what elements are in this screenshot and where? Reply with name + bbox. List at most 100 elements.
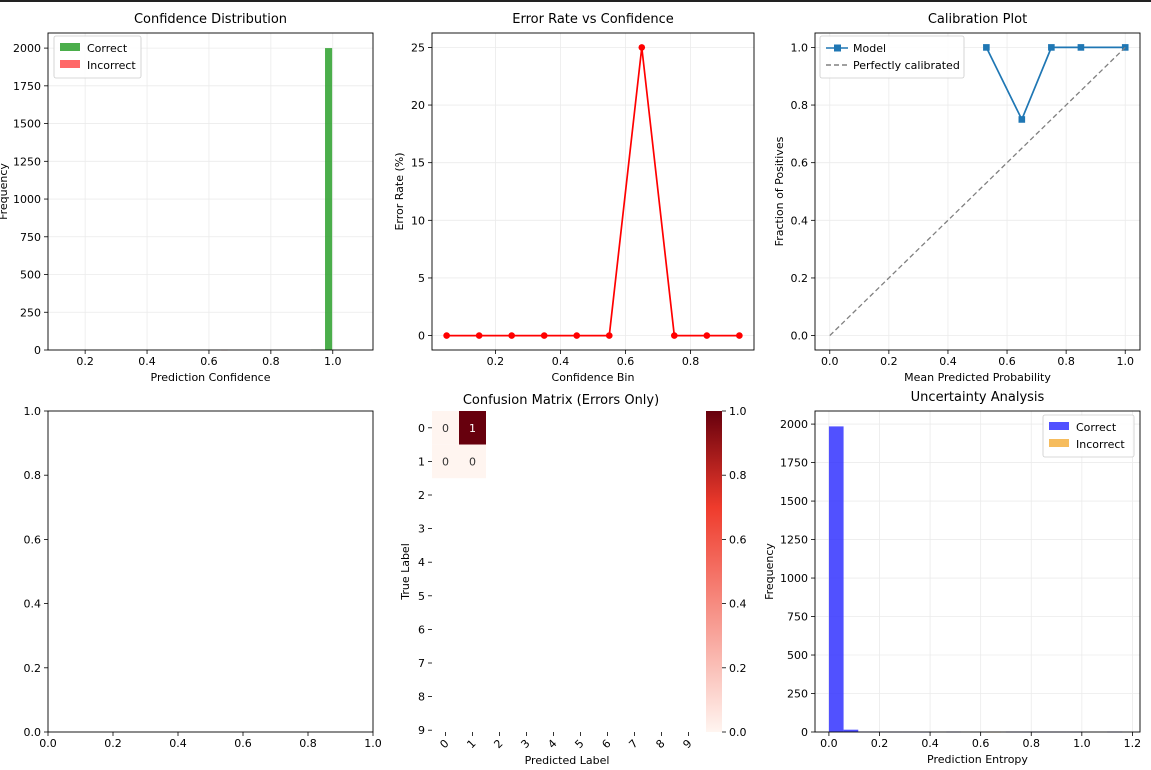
y-tick-label: 1.0 bbox=[791, 41, 809, 54]
top-border bbox=[0, 0, 1151, 2]
y-tick-label: 9 bbox=[418, 724, 425, 737]
x-tick-label: 0.0 bbox=[39, 737, 57, 750]
data-point bbox=[573, 332, 581, 339]
legend-label: Perfectly calibrated bbox=[853, 59, 960, 72]
chart-title: Error Rate vs Confidence bbox=[512, 12, 673, 27]
data-point bbox=[443, 332, 450, 339]
y-tick-label: 1250 bbox=[13, 155, 41, 168]
colorbar-tick-label: 0.2 bbox=[729, 662, 747, 675]
y-tick-label: 7 bbox=[418, 657, 425, 670]
chart-title: Confusion Matrix (Errors Only) bbox=[463, 393, 659, 408]
axes-frame bbox=[47, 32, 374, 351]
x-tick-label: 1.0 bbox=[324, 355, 342, 368]
y-tick-label: 2000 bbox=[13, 42, 41, 55]
x-tick-label: 0.0 bbox=[821, 355, 839, 368]
y-tick-label: 15 bbox=[411, 157, 425, 170]
x-tick-label: 0.6 bbox=[200, 355, 218, 368]
x-tick-label: 3 bbox=[518, 737, 532, 751]
y-tick-label: 0.8 bbox=[24, 469, 42, 482]
y-tick-label: 0.0 bbox=[791, 330, 809, 343]
colorbar-tick-label: 0.0 bbox=[729, 726, 747, 739]
x-tick-label: 5 bbox=[572, 737, 586, 751]
y-tick-label: 0.4 bbox=[24, 598, 42, 611]
x-axis-label: Confidence Bin bbox=[552, 371, 635, 384]
data-point bbox=[1048, 44, 1055, 51]
axes-frame bbox=[47, 410, 374, 733]
data-point bbox=[605, 332, 613, 339]
y-tick-label: 2 bbox=[418, 489, 425, 502]
legend-swatch bbox=[60, 60, 80, 68]
x-tick-label: 0.4 bbox=[921, 737, 939, 750]
heatmap-cell bbox=[432, 411, 459, 445]
x-tick-label: 0.4 bbox=[138, 355, 156, 368]
y-tick-label: 0.2 bbox=[791, 272, 809, 285]
heatmap-cell bbox=[459, 444, 486, 479]
x-tick-label: 0.6 bbox=[998, 355, 1016, 368]
y-tick-label: 1500 bbox=[780, 495, 808, 508]
x-tick-label: 1.2 bbox=[1124, 737, 1142, 750]
data-point bbox=[671, 332, 678, 339]
chart-title: Confidence Distribution bbox=[134, 12, 287, 27]
x-tick-label: 6 bbox=[599, 737, 613, 751]
x-tick-label: 0.8 bbox=[1057, 355, 1075, 368]
x-tick-label: 9 bbox=[680, 737, 694, 751]
x-tick-label: 8 bbox=[653, 737, 667, 751]
legend-swatch bbox=[60, 43, 80, 51]
x-tick-label: 0.8 bbox=[1022, 737, 1040, 750]
colorbar-tick-label: 1.0 bbox=[729, 405, 747, 418]
histogram-bar bbox=[828, 426, 844, 732]
y-tick-label: 4 bbox=[418, 556, 425, 569]
legend-label: Correct bbox=[1076, 421, 1117, 434]
y-tick-label: 8 bbox=[418, 691, 425, 704]
colorbar-tick-label: 0.6 bbox=[729, 533, 747, 546]
colorbar-tick-label: 0.8 bbox=[729, 469, 747, 482]
x-tick-label: 7 bbox=[626, 737, 640, 751]
colorbar-tick-label: 0.4 bbox=[729, 598, 747, 611]
y-tick-label: 0.6 bbox=[791, 157, 809, 170]
x-tick-label: 0.6 bbox=[617, 355, 635, 368]
colorbar bbox=[706, 411, 722, 732]
y-tick-label: 6 bbox=[418, 623, 425, 636]
data-point bbox=[703, 332, 711, 339]
x-tick-label: 0.0 bbox=[820, 737, 838, 750]
x-tick-label: 0.8 bbox=[262, 355, 280, 368]
x-axis-label: Prediction Confidence bbox=[151, 371, 271, 384]
x-tick-label: 4 bbox=[545, 737, 559, 751]
y-axis-label: Frequency bbox=[0, 163, 10, 220]
histogram-bar bbox=[843, 729, 859, 732]
heatmap-cell-value: 1 bbox=[469, 422, 476, 435]
y-axis-label: Fraction of Positives bbox=[773, 136, 786, 246]
heatmap-cell bbox=[432, 444, 459, 479]
x-tick-label: 0.4 bbox=[552, 355, 570, 368]
x-tick-label: 0.2 bbox=[871, 737, 889, 750]
data-point bbox=[1018, 116, 1026, 123]
legend-label: Incorrect bbox=[87, 59, 136, 72]
legend-marker bbox=[834, 44, 841, 52]
x-tick-label: 0.4 bbox=[939, 355, 957, 368]
y-tick-label: 250 bbox=[20, 306, 41, 319]
x-axis-label: Prediction Entropy bbox=[927, 753, 1028, 766]
y-axis-label: True Label bbox=[399, 543, 412, 601]
data-point bbox=[638, 44, 646, 51]
y-tick-label: 750 bbox=[787, 611, 808, 624]
y-tick-label: 500 bbox=[20, 269, 41, 282]
y-tick-label: 1000 bbox=[13, 193, 41, 206]
data-point bbox=[983, 44, 990, 51]
x-tick-label: 0.2 bbox=[76, 355, 94, 368]
chart-title: Uncertainty Analysis bbox=[911, 390, 1045, 405]
y-tick-label: 1750 bbox=[13, 80, 41, 93]
y-tick-label: 250 bbox=[787, 688, 808, 701]
y-tick-label: 1750 bbox=[780, 457, 808, 470]
y-tick-label: 0 bbox=[418, 330, 425, 343]
x-tick-label: 2 bbox=[491, 737, 505, 751]
y-tick-label: 1.0 bbox=[24, 405, 42, 418]
y-tick-label: 2000 bbox=[780, 418, 808, 431]
x-axis-label: Mean Predicted Probability bbox=[904, 371, 1051, 384]
axes-frame bbox=[814, 32, 1141, 351]
legend-label: Model bbox=[853, 42, 886, 55]
y-tick-label: 0 bbox=[34, 344, 41, 357]
y-tick-label: 1000 bbox=[780, 572, 808, 585]
x-tick-label: 1.0 bbox=[364, 737, 382, 750]
x-tick-label: 0.6 bbox=[972, 737, 990, 750]
